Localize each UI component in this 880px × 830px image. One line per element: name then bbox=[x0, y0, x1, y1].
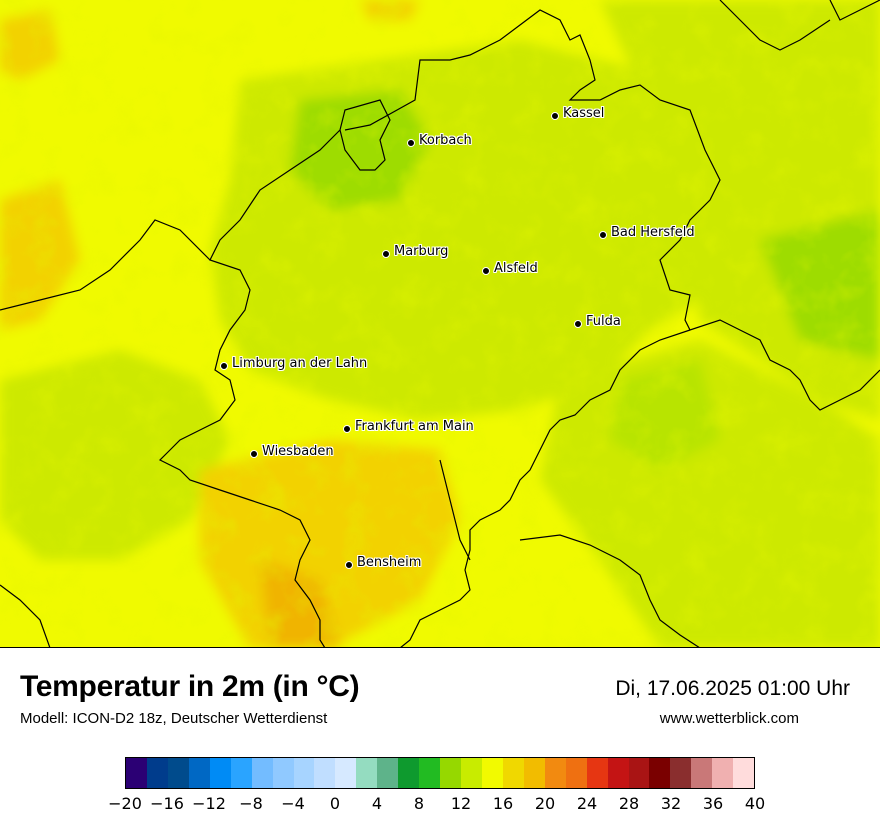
legend-color-swatch bbox=[398, 758, 420, 788]
legend-tick-label: 0 bbox=[329, 794, 341, 813]
city-marker bbox=[343, 425, 351, 433]
city-marker bbox=[482, 267, 490, 275]
legend-tick-label: 28 bbox=[618, 794, 640, 813]
temperature-map: Kassel Korbach Bad Hersfeld Marburg Alsf… bbox=[0, 0, 880, 648]
color-legend bbox=[125, 757, 755, 789]
legend-color-swatch bbox=[335, 758, 357, 788]
legend-color-swatch bbox=[356, 758, 378, 788]
state-border bbox=[158, 9, 880, 647]
legend-color-swatch bbox=[565, 758, 587, 788]
legend-tick-label: 20 bbox=[534, 794, 556, 813]
city-label: Kassel bbox=[563, 106, 605, 121]
legend-color-swatch bbox=[126, 758, 147, 788]
city-label: Fulda bbox=[586, 314, 621, 329]
legend-color-swatch bbox=[251, 758, 273, 788]
city-marker bbox=[382, 250, 390, 258]
legend-color-swatch bbox=[461, 758, 482, 788]
city-marker bbox=[599, 231, 607, 239]
city-label: Alsfeld bbox=[494, 261, 538, 276]
city-label: Wiesbaden bbox=[262, 444, 334, 459]
legend-color-swatch bbox=[188, 758, 210, 788]
legend-color-swatch bbox=[628, 758, 650, 788]
legend-tick-label: 40 bbox=[744, 794, 766, 813]
city-marker bbox=[220, 362, 228, 370]
city-label: Limburg an der Lahn bbox=[232, 356, 368, 371]
legend-color-swatch bbox=[733, 758, 755, 788]
legend-color-swatch bbox=[502, 758, 524, 788]
map-svg bbox=[0, 0, 880, 647]
website-link[interactable]: www.wetterblick.com bbox=[659, 710, 799, 727]
legend-tick-label: −12 bbox=[192, 794, 226, 813]
legend-tick-label: 8 bbox=[413, 794, 425, 813]
legend-tick-label: 36 bbox=[702, 794, 724, 813]
legend-color-swatch bbox=[230, 758, 252, 788]
city-label: Frankfurt am Main bbox=[355, 419, 474, 434]
city-marker bbox=[345, 561, 353, 569]
legend-ticks: −20 −16 −12 −8 −4 0 4 8 12 16 20 24 28 32 36 40 bbox=[108, 794, 765, 818]
city-marker bbox=[407, 139, 415, 147]
legend-color-swatch bbox=[293, 758, 315, 788]
legend-color-swatch bbox=[523, 758, 545, 788]
legend-tick-label: 16 bbox=[492, 794, 514, 813]
forecast-datetime: Di, 17.06.2025 01:00 Uhr bbox=[615, 677, 850, 700]
legend-tick-label: 4 bbox=[371, 794, 383, 813]
model-info: Modell: ICON-D2 18z, Deutscher Wetterdie… bbox=[20, 710, 328, 727]
legend-tick-label: −16 bbox=[150, 794, 184, 813]
legend-color-swatch bbox=[544, 758, 566, 788]
legend-color-swatch bbox=[419, 758, 441, 788]
city-label: Bad Hersfeld bbox=[611, 225, 695, 240]
legend-tick-label: −20 bbox=[108, 794, 142, 813]
city-marker bbox=[551, 112, 559, 120]
city-marker bbox=[250, 450, 258, 458]
legend-color-swatch bbox=[586, 758, 608, 788]
legend-color-swatch bbox=[167, 758, 189, 788]
legend-color-swatch bbox=[377, 758, 399, 788]
legend-color-swatch bbox=[691, 758, 713, 788]
city-label: Marburg bbox=[394, 244, 449, 259]
city-label: Korbach bbox=[419, 133, 472, 148]
legend-tick-label: 24 bbox=[576, 794, 598, 813]
legend-color-swatch bbox=[670, 758, 692, 788]
legend-color-swatch bbox=[712, 758, 734, 788]
legend-color-swatch bbox=[314, 758, 336, 788]
legend-color-swatch bbox=[649, 758, 671, 788]
legend-color-swatch bbox=[440, 758, 461, 788]
map-title: Temperatur in 2m (in °C) bbox=[20, 670, 360, 703]
legend-tick-label: −4 bbox=[281, 794, 305, 813]
legend-color-swatch bbox=[209, 758, 231, 788]
legend-tick-label: 12 bbox=[450, 794, 472, 813]
legend-color-swatch bbox=[607, 758, 629, 788]
legend-color-swatch bbox=[146, 758, 168, 788]
legend-color-swatch bbox=[481, 758, 503, 788]
city-marker bbox=[574, 320, 582, 328]
city-label: Bensheim bbox=[357, 555, 422, 570]
legend-color-swatch bbox=[272, 758, 294, 788]
legend-tick-label: −8 bbox=[239, 794, 263, 813]
legend-tick-label: 32 bbox=[660, 794, 682, 813]
